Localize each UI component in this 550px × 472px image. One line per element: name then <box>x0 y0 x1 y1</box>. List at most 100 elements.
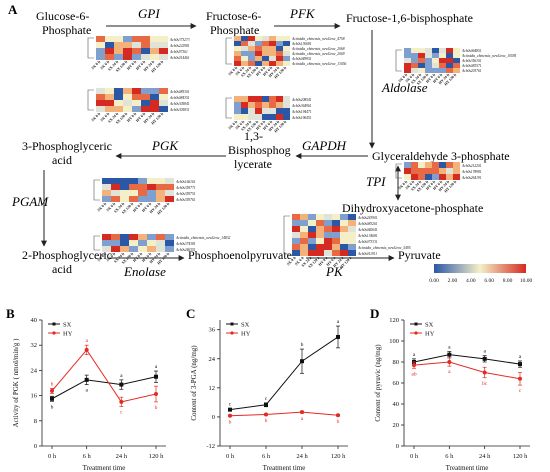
heatmap-cell <box>165 184 174 190</box>
heatmap-cell <box>165 234 174 240</box>
node-glyceraldehyde-3-phosphate: Glyceraldehyde 3-phosphate <box>372 149 510 163</box>
y-tick-label: 12 <box>209 385 216 392</box>
heatmap-cell <box>114 42 123 48</box>
heatmap-column-label: SX 6 h <box>294 255 305 266</box>
gene-id-label: Actinidia_chinensis_newGene_4758 <box>291 37 345 41</box>
heatmap-cell <box>132 106 141 112</box>
heatmap-cell <box>446 168 453 174</box>
heatmap-column-label: SX 0 h <box>91 111 102 122</box>
node-2-phosphoglyceric-l2: acid <box>52 262 72 276</box>
y-tick-label: 24 <box>209 356 216 363</box>
heatmap-cell <box>432 63 439 68</box>
heatmap-cell <box>292 244 300 250</box>
data-point-sx <box>518 362 522 367</box>
heatmap-cell <box>96 100 105 106</box>
heatmap-cell <box>262 102 269 108</box>
heatmap-cell <box>248 36 255 41</box>
heatmap-cell <box>241 36 248 41</box>
heatmap-column-label: SX 6 h <box>405 72 416 83</box>
data-point-hy <box>300 410 304 415</box>
heatmap-cell <box>255 51 262 56</box>
heatmap-cell <box>418 48 425 53</box>
y-tick-label: 16 <box>31 393 38 400</box>
heatmap-column-label: SX 0 h <box>97 201 108 212</box>
legend-label: HY <box>63 331 73 338</box>
panel-label-a: A <box>8 2 18 17</box>
heatmap-cell <box>156 184 165 190</box>
heatmap-cell <box>105 88 114 94</box>
heatmap-cell <box>120 246 129 252</box>
heatmap-cell <box>105 36 114 42</box>
legend-marker <box>414 331 418 335</box>
gene-id-label: Ach0s196451 <box>291 116 312 120</box>
heatmap-cell <box>418 162 425 168</box>
heatmap-column-label: SX 6 h <box>405 179 416 190</box>
heatmap-cell <box>418 63 425 68</box>
gene-id-label: Ach0s084351 <box>169 96 190 100</box>
heatmap-cell <box>348 226 356 232</box>
heatmap-cell <box>147 234 156 240</box>
heatmap-cell <box>348 220 356 226</box>
heatmap-cell <box>276 96 283 102</box>
heatmap-column-label: SX 6 h <box>100 59 111 70</box>
heatmap-tpi: Ach0s212201 Ach0s178981 Ach0s264191 SX 0 hS… <box>395 162 482 194</box>
heatmap-cell <box>105 48 114 54</box>
heatmap-pgam: Actinidia_chinensis_newGene_14832 Ach0s37… <box>93 234 230 266</box>
heatmap-cell <box>283 46 290 51</box>
colorbar-tick-label: 10.00 <box>520 278 533 284</box>
heatmap-cell <box>165 196 174 202</box>
heatmap-cell <box>156 190 165 196</box>
heatmap-cell <box>120 184 129 190</box>
heatmap-cell <box>411 174 418 180</box>
heatmap-cell <box>123 100 132 106</box>
enzyme-gpi: GPI <box>138 6 160 21</box>
gene-id-label: Ach0s073331 <box>357 240 378 244</box>
y-axis-label: Activity of PGK ( nmol/min/g ) <box>12 338 20 428</box>
heatmap-cell <box>150 42 159 48</box>
data-point-hy <box>412 363 416 368</box>
heatmap-cell <box>105 100 114 106</box>
heatmap-cell <box>248 56 255 61</box>
heatmap-cell <box>411 168 418 174</box>
panel-label-c: C <box>186 306 195 321</box>
heatmap-cell <box>332 214 340 220</box>
node-glucose-6-phosphate-l1: Glucose-6- <box>36 9 89 23</box>
heatmap-cell <box>241 96 248 102</box>
x-tick-label: 6 h <box>262 453 271 460</box>
heatmap-cell <box>276 36 283 41</box>
pathway-diagram: A Glucose-6- Phosphate Fructose-6- Phosp… <box>8 2 533 284</box>
data-point-sx <box>84 377 89 382</box>
gene-id-label: Ach0s011911 <box>357 252 377 256</box>
heatmap-cell <box>332 250 340 256</box>
heatmap-cell <box>255 41 262 46</box>
node-phosphoenolpyruvate: Phosphoenolpyruvate <box>188 248 292 262</box>
heatmap-cell <box>432 168 439 174</box>
heatmap-cell <box>241 51 248 56</box>
gene-id-label: Actinidia_chinensis_newGene_14832 <box>175 236 230 240</box>
heatmap-cell <box>292 220 300 226</box>
gene-id-label: Ach0s040641 <box>357 228 378 232</box>
gene-id-label: Ach0s364961 <box>291 104 312 108</box>
heatmap-cell <box>123 42 132 48</box>
heatmap-cell <box>111 184 120 190</box>
heatmap-cell <box>248 96 255 102</box>
node-dhap: Dihydroxyacetone-phosphate <box>342 201 483 215</box>
heatmap-cell <box>248 46 255 51</box>
data-point-sx <box>119 382 124 387</box>
heatmap-cell <box>432 58 439 63</box>
heatmap-cell <box>159 94 168 100</box>
heatmap-cell <box>418 58 425 63</box>
heatmap-cell <box>138 234 147 240</box>
heatmap-cell <box>114 94 123 100</box>
dendrogram <box>225 97 232 119</box>
heatmap-cell <box>308 226 316 232</box>
series-line-hy <box>413 361 521 380</box>
heatmap-cell <box>159 42 168 48</box>
heatmap-cell <box>165 246 174 252</box>
heatmap-cell <box>248 102 255 108</box>
heatmap-cell <box>138 196 147 202</box>
heatmap-cell <box>432 68 439 73</box>
heatmap-cell <box>102 196 111 202</box>
data-point-sx <box>300 359 304 364</box>
